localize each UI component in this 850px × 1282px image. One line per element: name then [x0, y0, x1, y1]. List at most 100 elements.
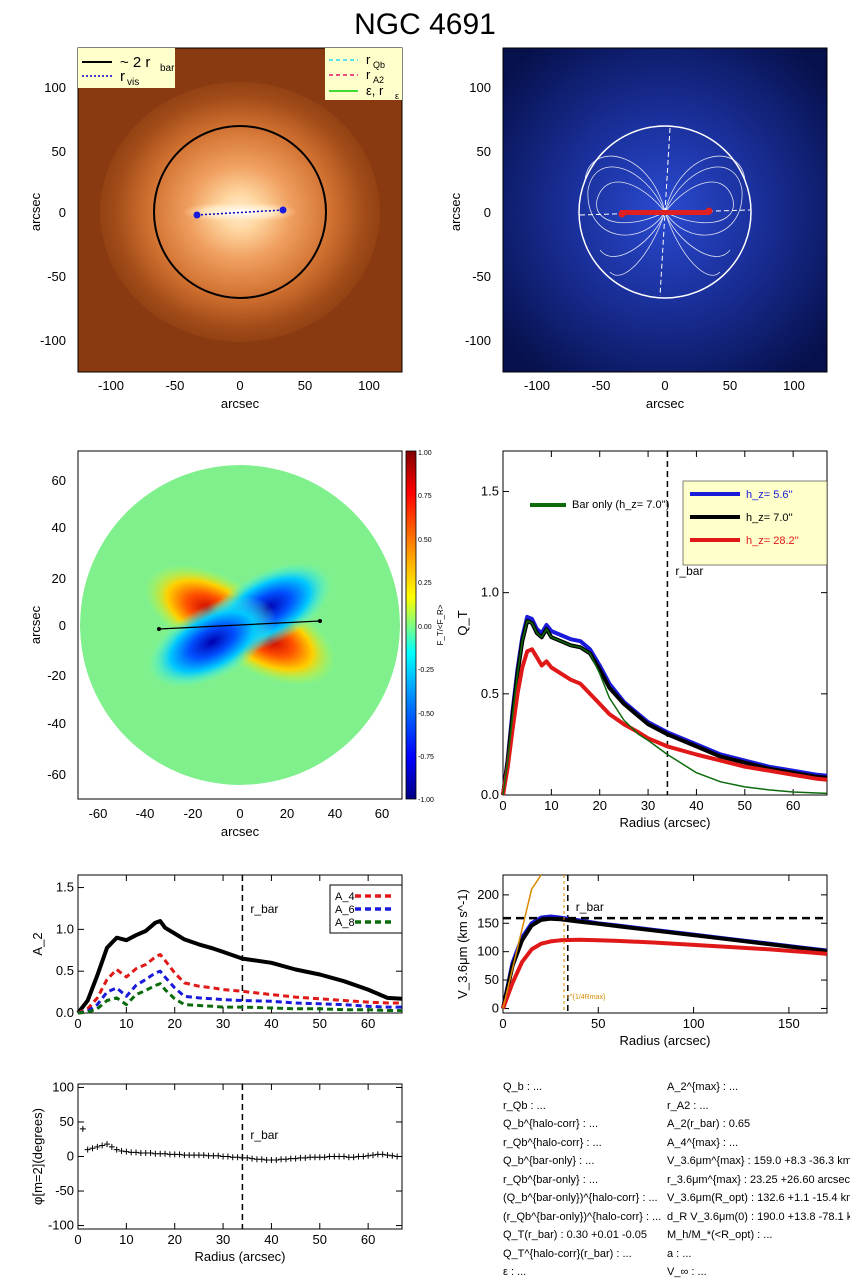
legend-eps-label: ε, r: [366, 83, 384, 98]
series-line: [76, 919, 403, 1015]
x-tick-label: 60: [786, 798, 800, 813]
cbar-tick: 0.00: [418, 624, 432, 631]
data-point: [340, 1153, 347, 1160]
legend-eps-sub: ε: [395, 91, 399, 101]
p3-ytick: 20: [52, 571, 66, 586]
bar-end-marker-left: [193, 211, 201, 219]
param-mh-ms: M_h/M_*(<R_opt) : ...: [667, 1229, 773, 1241]
x-tick-label: 40: [264, 1016, 278, 1031]
data-point: [84, 1146, 91, 1153]
force-ratio-map-panel: 1.00 0.75 0.50 0.25 0.00 -0.25 -0.50 -0.…: [28, 450, 445, 839]
p3-ytick: 40: [52, 520, 66, 535]
p3-xtick: 60: [375, 806, 389, 821]
data-point: [123, 1148, 130, 1155]
y-axis-label: φ[m=2](degrees): [30, 1108, 45, 1205]
legend-rqb-label: r: [366, 52, 371, 67]
fourier-amplitude-chart: 0 10 20 30 40 50 60 0.0 0.5 1.0 1.5 A_2 r_bar A_4A_6A…: [30, 874, 403, 1031]
p1-ytick: 0: [59, 205, 66, 220]
data-point: [79, 1125, 86, 1132]
data-point: [292, 1155, 299, 1162]
param-qb-halo: Q_b^{halo-corr} : ...: [503, 1118, 599, 1130]
panel1-legend-right: r Qb r A2 ε, r ε: [325, 48, 402, 101]
param-v-ropt: V_3.6μm(R_opt) : 132.6 +1.1 -15.4 km/s: [667, 1192, 850, 1204]
p2-ytick: -100: [465, 333, 491, 348]
legend-ra2-sub: A2: [373, 75, 384, 85]
page-title: NGC 4691: [354, 8, 496, 41]
data-point: [224, 1153, 231, 1160]
x-tick-label: 40: [689, 798, 703, 813]
data-point: [133, 1149, 140, 1156]
legend-rvis-label: r: [120, 68, 125, 85]
y-tick-label: 1.0: [481, 585, 499, 600]
data-point: [147, 1150, 154, 1157]
x-tick-label: 60: [361, 1232, 375, 1247]
data-point: [99, 1142, 106, 1149]
series-line: [77, 953, 402, 1015]
param-epsilon: ε : ...: [503, 1266, 527, 1278]
param-vinf: V_∞ : ...: [667, 1266, 707, 1278]
x-tick-label: 50: [313, 1232, 327, 1247]
cbar-tick: 1.00: [418, 450, 432, 457]
data-point: [200, 1152, 207, 1159]
force-map-panel: -100 -50 0 50 100 arcsec 100 50 0 -50 -1…: [448, 47, 828, 411]
data-point: [369, 1152, 376, 1159]
series-line: [501, 647, 828, 796]
x-tick-label: 40: [264, 1232, 278, 1247]
p2-ytick: -50: [472, 269, 491, 284]
force-ratio-bar-end-right: [318, 619, 322, 623]
p3-xtick: 0: [236, 806, 243, 821]
p2-xtick: 0: [661, 378, 668, 393]
x-tick-label: 60: [361, 1016, 375, 1031]
param-a: a : ...: [667, 1247, 692, 1260]
y-tick-label: 0: [492, 1000, 499, 1015]
p2-ytick: 0: [484, 205, 491, 220]
p3-xtick: 40: [328, 806, 342, 821]
rotation-curve-chart: 0 50 100 150 0 50 100 150 200 Radius (arcsec) V_3.…: [455, 874, 828, 1048]
series-line: [502, 620, 828, 796]
cbar-tick: 0.50: [418, 537, 432, 544]
x-tick-label: 0: [499, 1016, 506, 1031]
y-tick-label: -100: [48, 1218, 74, 1233]
p2-xlabel: arcsec: [646, 396, 685, 411]
param-qb-bar-only-halo: (Q_b^{bar-only})^{halo-corr} : ...: [503, 1192, 658, 1204]
p3-xtick: -60: [89, 806, 108, 821]
p3-ytick: 0: [59, 618, 66, 633]
p1-ytick: 100: [44, 80, 66, 95]
p3-xtick: -40: [136, 806, 155, 821]
p2-xtick: -100: [524, 378, 550, 393]
y-tick-label: -50: [55, 1183, 74, 1198]
data-point: [104, 1141, 111, 1148]
legend-2rbar-label: ~ 2 r: [120, 54, 150, 71]
data-point: [162, 1150, 169, 1157]
param-a2max: A_2^{max} : ...: [667, 1081, 739, 1093]
legend-label: A_4: [335, 891, 355, 903]
x-tick-label: 30: [216, 1016, 230, 1031]
y-tick-label: 0.0: [481, 787, 499, 802]
p1-ytick: -100: [40, 333, 66, 348]
p3-ytick: 60: [52, 473, 66, 488]
cbar-tick: 0.25: [418, 580, 432, 587]
data-point: [94, 1143, 101, 1150]
x-tick-label: 10: [119, 1016, 133, 1031]
p1-xtick: -100: [98, 378, 124, 393]
p3-ytick: -20: [47, 668, 66, 683]
legend-label: h_z= 28.2'': [746, 535, 799, 547]
data-point: [234, 1154, 241, 1161]
rbar-label: r_bar: [250, 902, 278, 916]
p1-ylabel: arcsec: [28, 192, 43, 231]
parameters-right-column: A_2^{max} : ... r_A2 : ... A_2(r_bar) : …: [667, 1078, 850, 1282]
rbar-label: r_bar: [675, 564, 703, 578]
y-tick-label: 1.5: [56, 880, 74, 895]
data-point: [302, 1154, 309, 1161]
cbar-tick: -0.25: [418, 667, 434, 674]
p3-ylabel: arcsec: [28, 605, 43, 644]
qt-profile-chart: 0 10 20 30 40 50 60 0.0 0.5 1.0 1.5 Radius (arcsec)…: [455, 450, 828, 830]
data-point: [389, 1152, 396, 1159]
y-tick-label: 100: [477, 944, 499, 959]
force-map-circle: [578, 125, 752, 299]
legend-rvis-sub: vis: [127, 77, 139, 88]
data-point: [379, 1151, 386, 1158]
y-tick-label: 50: [485, 972, 499, 987]
data-point: [249, 1155, 256, 1162]
x-tick-label: 30: [641, 798, 655, 813]
